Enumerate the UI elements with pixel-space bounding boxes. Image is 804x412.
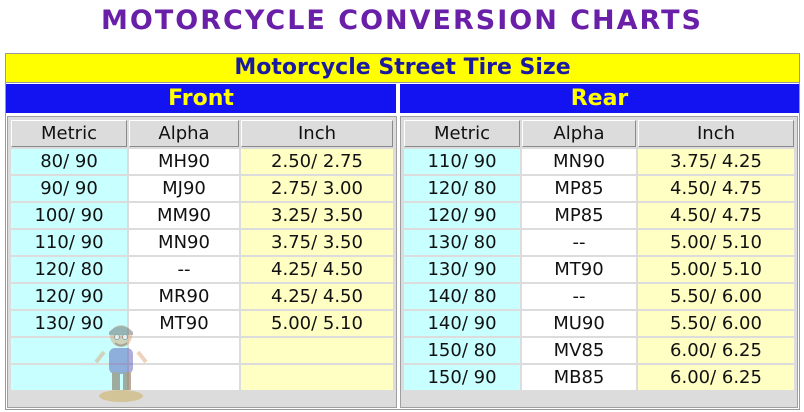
metric-cell: 130/ 90: [11, 311, 127, 336]
alpha-cell: MT90: [522, 257, 636, 282]
front-table-row: 90/ 90 MJ90 2.75/ 3.00: [11, 176, 393, 201]
front-size-table: Metric Alpha Inch 80/ 90 MH90 2.50/ 2.75 90…: [9, 118, 395, 392]
inch-cell: 6.00/ 6.25: [638, 365, 794, 390]
cartoon-rider-watermark-icon: [94, 325, 148, 402]
alpha-cell: MP85: [522, 176, 636, 201]
alpha-cell: MP85: [522, 203, 636, 228]
front-section-header: Front: [6, 84, 396, 113]
alpha-cell: --: [129, 257, 239, 282]
front-table-row: 120/ 80 -- 4.25/ 4.50: [11, 257, 393, 282]
inch-column-header: Inch: [241, 120, 393, 147]
rear-table-row: 110/ 90 MN90 3.75/ 4.25: [404, 149, 794, 174]
metric-cell: 140/ 90: [404, 311, 520, 336]
alpha-cell: [129, 365, 239, 390]
inch-cell: 3.75/ 3.50: [241, 230, 393, 255]
rear-table-row: 150/ 90 MB85 6.00/ 6.25: [404, 365, 794, 390]
inch-cell: [241, 338, 393, 363]
inch-cell: 4.50/ 4.75: [638, 176, 794, 201]
chart-title: Motorcycle Street Tire Size: [6, 54, 799, 83]
metric-cell: 100/ 90: [11, 203, 127, 228]
front-table-row: 130/ 90 MT90 5.00/ 5.10: [11, 311, 393, 336]
metric-column-header: Metric: [11, 120, 127, 147]
rear-table-body: 110/ 90 MN90 3.75/ 4.25 120/ 80 MP85 4.50/ 4.…: [404, 149, 794, 390]
inch-cell: 6.00/ 6.25: [638, 338, 794, 363]
inch-cell: 3.25/ 3.50: [241, 203, 393, 228]
metric-column-header: Metric: [404, 120, 520, 147]
metric-cell: 120/ 90: [11, 284, 127, 309]
metric-cell: 110/ 90: [11, 230, 127, 255]
inch-cell: 2.50/ 2.75: [241, 149, 393, 174]
front-table-row: 120/ 90 MR90 4.25/ 4.50: [11, 284, 393, 309]
alpha-cell: MM90: [129, 203, 239, 228]
front-table-row: [11, 365, 393, 390]
alpha-cell: MN90: [129, 230, 239, 255]
inch-column-header: Inch: [638, 120, 794, 147]
inch-cell: 5.50/ 6.00: [638, 311, 794, 336]
front-table-row: 110/ 90 MN90 3.75/ 3.50: [11, 230, 393, 255]
front-table-row: [11, 338, 393, 363]
rear-table-row: 120/ 90 MP85 4.50/ 4.75: [404, 203, 794, 228]
rear-table-row: 130/ 80 -- 5.00/ 5.10: [404, 230, 794, 255]
metric-cell: 150/ 90: [404, 365, 520, 390]
page-title: MOTORCYCLE CONVERSION CHARTS: [101, 5, 703, 36]
tire-size-chart: Motorcycle Street Tire Size Front Rear M…: [5, 53, 800, 410]
inch-cell: 4.25/ 4.50: [241, 284, 393, 309]
inch-cell: 5.50/ 6.00: [638, 284, 794, 309]
inch-cell: 3.75/ 4.25: [638, 149, 794, 174]
metric-cell: 150/ 80: [404, 338, 520, 363]
metric-cell: 90/ 90: [11, 176, 127, 201]
metric-cell: 130/ 90: [404, 257, 520, 282]
front-table-body: 80/ 90 MH90 2.50/ 2.75 90/ 90 MJ90 2.75/ 3.00…: [11, 149, 393, 390]
metric-cell: [11, 338, 127, 363]
inch-cell: 4.25/ 4.50: [241, 257, 393, 282]
rear-table-row: 150/ 80 MV85 6.00/ 6.25: [404, 338, 794, 363]
rear-table-row: 140/ 90 MU90 5.50/ 6.00: [404, 311, 794, 336]
alpha-column-header: Alpha: [129, 120, 239, 147]
inch-cell: 5.00/ 5.10: [638, 230, 794, 255]
metric-cell: 120/ 90: [404, 203, 520, 228]
front-table-row: 100/ 90 MM90 3.25/ 3.50: [11, 203, 393, 228]
rear-size-table: Metric Alpha Inch 110/ 90 MN90 3.75/ 4.25 1…: [402, 118, 796, 392]
alpha-cell: MH90: [129, 149, 239, 174]
metric-cell: 140/ 80: [404, 284, 520, 309]
inch-cell: [241, 365, 393, 390]
rear-table-row: 140/ 80 -- 5.50/ 6.00: [404, 284, 794, 309]
metric-cell: 110/ 90: [404, 149, 520, 174]
alpha-cell: --: [522, 230, 636, 255]
front-header-row: Metric Alpha Inch: [11, 120, 393, 147]
alpha-cell: MV85: [522, 338, 636, 363]
alpha-cell: --: [522, 284, 636, 309]
metric-cell: [11, 365, 127, 390]
alpha-cell: MB85: [522, 365, 636, 390]
alpha-cell: [129, 338, 239, 363]
inch-cell: 5.00/ 5.10: [638, 257, 794, 282]
alpha-cell: MT90: [129, 311, 239, 336]
metric-cell: 80/ 90: [11, 149, 127, 174]
alpha-column-header: Alpha: [522, 120, 636, 147]
rear-table-row: 120/ 80 MP85 4.50/ 4.75: [404, 176, 794, 201]
metric-cell: 130/ 80: [404, 230, 520, 255]
rear-table-panel: Metric Alpha Inch 110/ 90 MN90 3.75/ 4.25 1…: [400, 116, 798, 408]
inch-cell: 2.75/ 3.00: [241, 176, 393, 201]
metric-cell: 120/ 80: [404, 176, 520, 201]
metric-cell: 120/ 80: [11, 257, 127, 282]
rear-header-row: Metric Alpha Inch: [404, 120, 794, 147]
alpha-cell: MU90: [522, 311, 636, 336]
rear-section-header: Rear: [400, 84, 799, 113]
alpha-cell: MN90: [522, 149, 636, 174]
alpha-cell: MJ90: [129, 176, 239, 201]
alpha-cell: MR90: [129, 284, 239, 309]
inch-cell: 4.50/ 4.75: [638, 203, 794, 228]
front-table-row: 80/ 90 MH90 2.50/ 2.75: [11, 149, 393, 174]
rear-table-row: 130/ 90 MT90 5.00/ 5.10: [404, 257, 794, 282]
inch-cell: 5.00/ 5.10: [241, 311, 393, 336]
front-table-panel: Metric Alpha Inch 80/ 90 MH90 2.50/ 2.75 90…: [7, 116, 397, 408]
